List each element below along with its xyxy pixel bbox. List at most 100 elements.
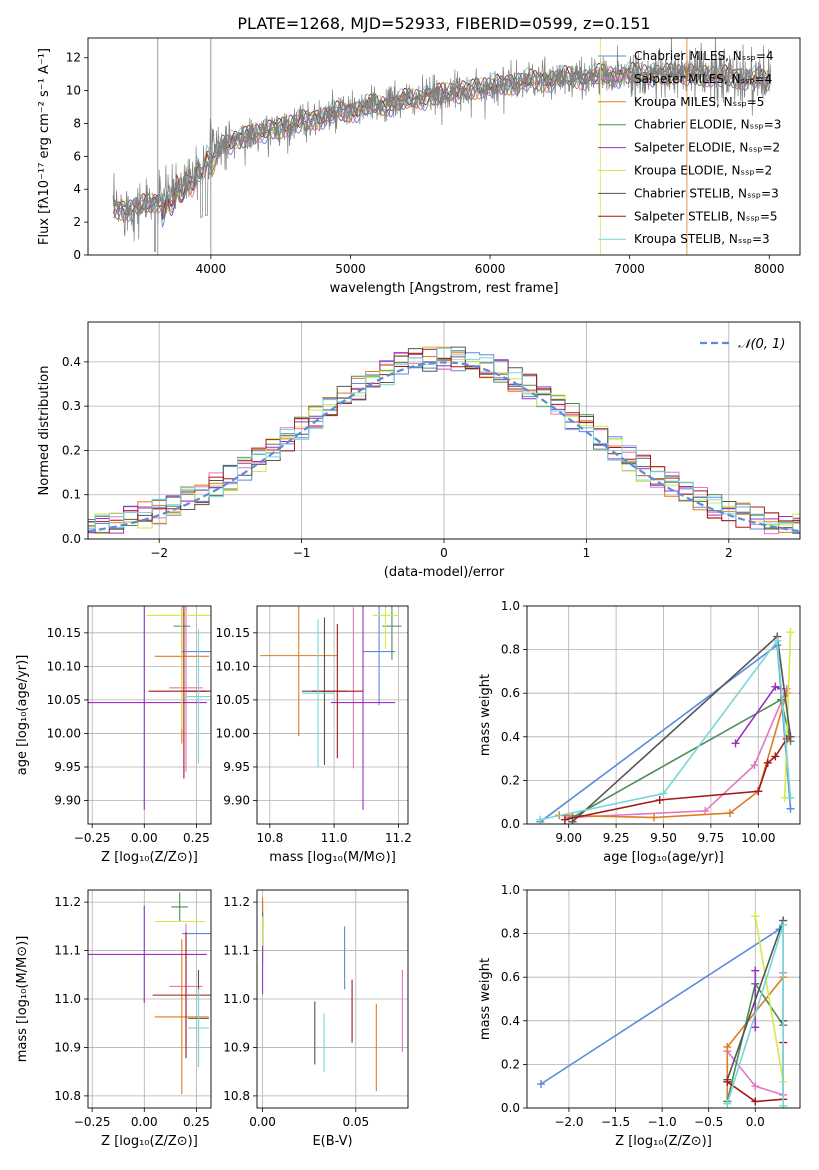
mass-weight-line [540, 638, 792, 821]
axes-frame [256, 605, 409, 825]
y-tick-label: 11.1 [223, 944, 250, 958]
y-tick-label: 0.1 [62, 488, 81, 502]
y-tick-label: 0.3 [62, 399, 81, 413]
legend-label: Kroupa MILES, Nₛₛₚ=5 [634, 95, 764, 109]
x-tick-label: −2 [150, 546, 168, 560]
error-bar-point [185, 629, 211, 764]
x-tick-label: 1 [583, 546, 591, 560]
legend-label: Chabrier STELIB, Nₛₛₚ=3 [634, 186, 779, 200]
y-axis-label: Normed distribution [37, 366, 52, 496]
x-tick-label: 0.25 [183, 831, 210, 845]
y-tick-label: 10.10 [216, 659, 250, 673]
y-tick-label: 2 [73, 215, 81, 229]
y-tick-label: 10.15 [47, 626, 81, 640]
chart-mass-vs-ebv: 0.00 0.05 10.8 10.9 11.0 11.1 11.2 E(B-V) [223, 889, 409, 1149]
mass-weight-marker [763, 758, 772, 767]
y-tick-label: 10.9 [54, 1040, 81, 1054]
y-tick-label: 10.8 [223, 1089, 250, 1103]
error-bar-point [330, 606, 396, 810]
legend-label: Chabrier MILES, Nₛₛₚ=4 [634, 49, 774, 63]
axes-frame [87, 321, 801, 540]
x-tick-label: 9.50 [650, 831, 677, 845]
mass-weight-marker [655, 796, 664, 805]
y-tick-label: 10.10 [47, 659, 81, 673]
mass-weight-marker [751, 1082, 760, 1091]
error-bar-point [154, 939, 209, 1095]
plot-area [88, 346, 800, 535]
y-tick-label: 0.2 [62, 443, 81, 457]
plot-area [88, 892, 211, 1095]
mass-weight-marker [536, 1080, 545, 1089]
x-tick-label: 0.00 [131, 1115, 158, 1129]
legend-label: Kroupa STELIB, Nₛₛₚ=3 [634, 232, 770, 246]
mass-weight-marker [777, 695, 786, 704]
mass-weight-marker [751, 1097, 760, 1106]
y-tick-label: 0.2 [501, 1057, 520, 1071]
x-tick-label: 0 [440, 546, 448, 560]
error-bar-point [372, 606, 399, 649]
x-tick-label: 9.00 [555, 831, 582, 845]
y-tick-label: 0.2 [501, 773, 520, 787]
x-axis-label: age [log₁₀(age/yr)] [603, 850, 724, 865]
mass-weight-marker [782, 734, 791, 743]
error-bar-point [146, 606, 211, 730]
y-tick-label: 11.2 [223, 895, 250, 909]
x-axis-label: (data-model)/error [384, 565, 505, 580]
x-tick-label: 0.05 [342, 1115, 369, 1129]
x-tick-label: 0.00 [249, 1115, 276, 1129]
y-tick-label: 0.6 [501, 970, 520, 984]
error-bar-point [169, 606, 203, 772]
x-tick-label: −1 [293, 546, 311, 560]
chart-mass-weight-vs-z: −2.0 −1.5 −1.0 −0.5 0.0 0.0 0.2 0.4 0.6 0.8 1.0 Z [… [478, 883, 801, 1149]
mass-weight-marker [723, 1099, 732, 1108]
y-axis-label: mass weight [478, 674, 493, 756]
x-tick-label: −2.0 [554, 1115, 583, 1129]
error-bar-point [363, 606, 396, 706]
x-axis-label: Z [log₁₀(Z/Z⊙)] [101, 850, 198, 865]
plot-area [262, 897, 403, 1092]
x-tick-label: −0.25 [74, 1115, 111, 1129]
x-tick-label: 11.0 [321, 831, 348, 845]
y-tick-label: 0.4 [62, 355, 81, 369]
x-tick-label: −0.5 [694, 1115, 723, 1129]
x-tick-label: 0.25 [183, 1115, 210, 1129]
x-tick-label: 9.25 [603, 831, 630, 845]
error-bar-point [260, 606, 338, 737]
error-bar-point [311, 624, 364, 759]
error-bar-point [88, 905, 207, 1003]
mass-weight-marker [773, 636, 782, 645]
x-axis-label: E(B-V) [312, 1134, 352, 1149]
y-tick-label: 11.0 [54, 992, 81, 1006]
mass-weight-marker [754, 787, 763, 796]
residuals-legend: 𝒩(0, 1) [700, 337, 785, 352]
mass-weight-marker [751, 1023, 760, 1032]
y-tick-label: 9.95 [223, 760, 250, 774]
mass-weight-marker [725, 809, 734, 818]
error-bar-point [188, 989, 209, 1067]
x-tick-label: 10.00 [741, 831, 775, 845]
mass-weight-marker [650, 813, 659, 822]
residual-histogram-step [88, 348, 800, 528]
y-tick-label: 0.8 [501, 927, 520, 941]
axes-frame [526, 605, 801, 825]
y-tick-label: 10.05 [216, 693, 250, 707]
y-tick-label: 0.8 [501, 643, 520, 657]
spectrum-legend: Chabrier MILES, Nₛₛₚ=4 Salpeter MILES, Nₛ… [598, 49, 781, 246]
mass-weight-line [540, 928, 780, 1085]
x-tick-label: −1.5 [601, 1115, 630, 1129]
chart-residuals: −2 −1 0 1 2 0.0 0.1 0.2 0.3 0.4 (data-model)/error… [37, 321, 801, 580]
mass-weight-marker [771, 752, 780, 761]
y-axis-label: Flux [fλ10⁻¹⁷ erg cm⁻² s⁻¹ A⁻¹] [37, 48, 52, 245]
plot-area [536, 628, 795, 824]
chart-age-vs-z: −0.25 0.00 0.25 9.90 9.95 10.00 10.05 10.10 10.1… [15, 605, 212, 865]
x-axis-label: mass [log₁₀(M/M⊙)] [269, 850, 396, 865]
mass-weight-marker [723, 1077, 732, 1086]
y-axis-label: mass [log₁₀(M/M⊙)] [15, 936, 30, 1063]
mass-weight-marker [568, 817, 577, 824]
axes-frame [526, 889, 801, 1109]
y-tick-label: 6 [73, 149, 81, 163]
x-axis-label: Z [log₁₀(Z/Z⊙)] [101, 1134, 198, 1149]
legend-label: Kroupa ELODIE, Nₛₛₚ=2 [634, 164, 772, 178]
x-tick-label: 0.0 [746, 1115, 765, 1129]
mass-weight-marker [779, 920, 788, 929]
